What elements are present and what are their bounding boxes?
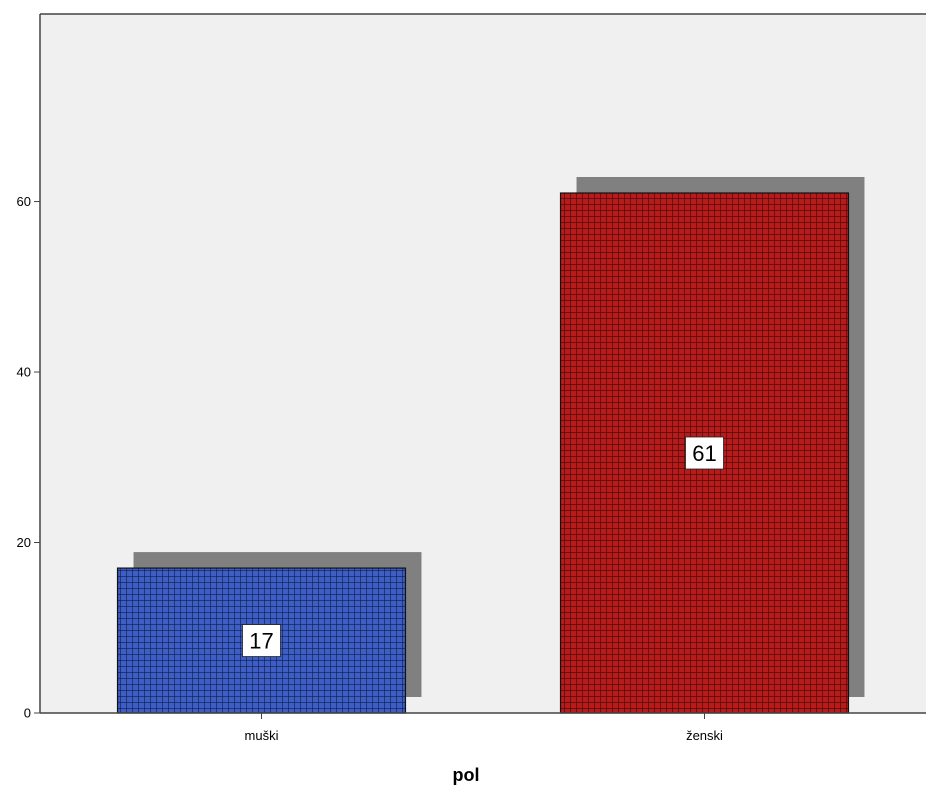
data-label-box bbox=[685, 436, 724, 470]
data-label: 17 bbox=[249, 629, 273, 654]
bar bbox=[116, 567, 407, 714]
x-axis-title: pol bbox=[453, 765, 480, 785]
x-category-label: muški bbox=[245, 728, 279, 743]
data-label-box bbox=[242, 624, 281, 657]
y-tick-label: 60 bbox=[17, 194, 31, 209]
x-category-label: ženski bbox=[686, 728, 723, 743]
y-tick-label: 40 bbox=[17, 365, 31, 380]
y-tick-label: 0 bbox=[24, 706, 31, 721]
y-tick-label: 20 bbox=[17, 535, 31, 550]
data-label: 61 bbox=[692, 441, 716, 466]
y-axis-ticks: 0 20 40 60 bbox=[17, 194, 40, 721]
x-axis-categories: muški ženski bbox=[245, 713, 723, 743]
